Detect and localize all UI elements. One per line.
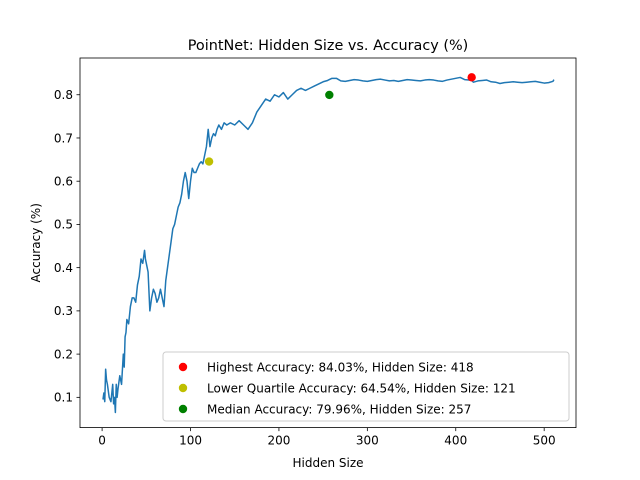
series-line-0 [102,76,555,414]
highlight-marker-0 [467,73,476,82]
x-tick-label: 200 [267,434,290,448]
highlight-marker-2 [325,90,334,100]
x-tick-label: 300 [356,434,379,448]
x-axis-label: Hidden Size [292,456,363,470]
axes-frame [79,57,577,429]
y-tick-label: 0.2 [54,347,73,361]
legend: Highest Accuracy: 84.03%, Hidden Size: 4… [162,351,570,422]
y-tick-label: 0.1 [54,391,73,405]
legend-items: Highest Accuracy: 84.03%, Hidden Size: 4… [178,361,516,417]
x-tick-label: 400 [444,434,467,448]
x-tick-label: 0 [98,434,106,448]
y-tick-label: 0.7 [54,131,73,145]
legend-box [162,351,570,422]
x-tick-label: 500 [533,434,556,448]
y-tick-label: 0.4 [54,261,73,275]
x-tick-label: 100 [179,434,202,448]
chart-title: PointNet: Hidden Size vs. Accuracy (%) [188,38,469,54]
y-tick-label: 0.5 [54,218,73,232]
legend-label-0: Highest Accuracy: 84.03%, Hidden Size: 4… [207,361,474,375]
highlight-markers [204,73,476,166]
y-tick-label: 0.8 [54,88,73,102]
plot-area [79,57,577,429]
legend-marker-0 [178,362,188,372]
y-tick-label: 0.6 [54,175,73,189]
y-axis-label: Accuracy (%) [29,203,43,282]
x-axis-ticks: 0 100 200 300 400 500 [98,427,556,448]
y-tick-label: 0.3 [54,304,73,318]
y-axis-ticks: 0.1 0.2 0.3 0.4 0.5 0.6 0.7 0.8 [54,88,80,405]
highlight-marker-1 [204,157,214,166]
legend-label-1: Lower Quartile Accuracy: 64.54%, Hidden … [207,382,516,396]
legend-label-2: Median Accuracy: 79.96%, Hidden Size: 25… [207,403,471,417]
legend-marker-1 [178,383,188,393]
legend-marker-2 [178,404,188,414]
series-layer [102,76,555,414]
